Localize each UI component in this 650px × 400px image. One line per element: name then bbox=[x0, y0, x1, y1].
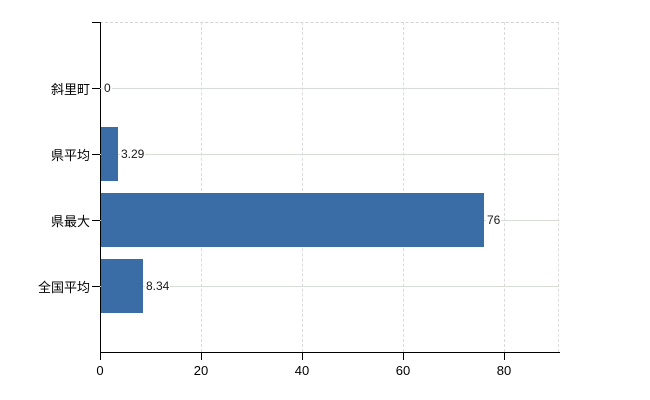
x-axis-tick bbox=[302, 352, 303, 360]
category-label: 県平均 bbox=[50, 148, 90, 163]
gridline-vertical bbox=[403, 22, 404, 352]
category-label: 全国平均 bbox=[37, 280, 90, 295]
x-axis-tick bbox=[403, 352, 404, 360]
x-axis-tick bbox=[201, 352, 202, 360]
plot-area bbox=[100, 22, 559, 352]
gridline-vertical bbox=[302, 22, 303, 352]
x-axis-tick-label: 60 bbox=[395, 363, 411, 378]
y-axis-tick bbox=[92, 22, 100, 23]
x-axis-tick bbox=[100, 352, 101, 360]
bar-value-label: 3.29 bbox=[120, 146, 146, 162]
y-axis-tick bbox=[92, 88, 100, 89]
y-axis-line bbox=[100, 22, 101, 352]
bar-value-label: 0 bbox=[103, 80, 112, 96]
bar bbox=[101, 259, 143, 313]
bar-value-label: 8.34 bbox=[145, 278, 171, 294]
bar bbox=[101, 193, 484, 247]
y-axis-tick bbox=[92, 154, 100, 155]
category-label: 県最大 bbox=[50, 214, 90, 229]
gridline-vertical bbox=[504, 22, 505, 352]
gridline-horizontal bbox=[100, 88, 559, 89]
gridline-horizontal bbox=[100, 286, 559, 287]
category-label: 斜里町 bbox=[50, 82, 90, 97]
gridline-vertical bbox=[201, 22, 202, 352]
gridline-horizontal bbox=[100, 154, 559, 155]
y-axis-tick bbox=[92, 286, 100, 287]
bar-value-label: 76 bbox=[486, 212, 502, 228]
x-axis-tick-label: 40 bbox=[294, 363, 310, 378]
x-axis-line bbox=[100, 352, 560, 353]
x-axis-tick bbox=[504, 352, 505, 360]
y-axis-tick bbox=[92, 220, 100, 221]
x-axis-tick-label: 20 bbox=[193, 363, 209, 378]
bar bbox=[101, 127, 118, 181]
x-axis-tick-label: 0 bbox=[96, 363, 104, 378]
x-axis-tick-label: 80 bbox=[496, 363, 512, 378]
